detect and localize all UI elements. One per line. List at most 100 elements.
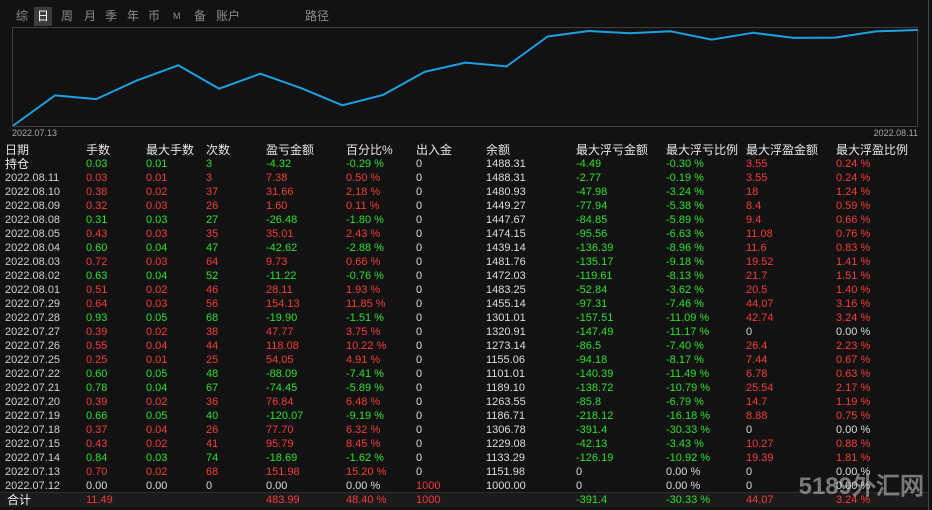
- cell-lots: 0.32: [86, 200, 108, 212]
- table-row[interactable]: 2022.07.12 0.00 0.00 0 0.00 0.00 % 1000 1000.00…: [0, 479, 928, 493]
- cell-trade-count: 47: [206, 242, 219, 254]
- data-point: [177, 64, 180, 67]
- tab-m[interactable]: M: [173, 11, 181, 21]
- cell-lots: 0.03: [86, 172, 108, 184]
- table-row[interactable]: 2022.07.20 0.39 0.02 36 76.84 6.48 % 0 1263.55 -…: [0, 395, 928, 409]
- cell-lots: 0.03: [86, 158, 108, 170]
- cell-lots: 0.43: [86, 438, 108, 450]
- cell-pnl-percent: -7.41 %: [346, 368, 384, 380]
- cell-balance: 1472.03: [486, 270, 526, 282]
- cell-pnl-percent: 0.66 %: [346, 256, 381, 268]
- table-row[interactable]: 持仓 0.03 0.01 3 -4.32 -0.29 % 0 1488.31 -4.49 -0.3…: [0, 157, 928, 171]
- cell-balance: 1481.76: [486, 256, 526, 268]
- tab-year[interactable]: 年: [127, 9, 140, 23]
- table-row[interactable]: 2022.08.11 0.03 0.01 3 7.38 0.50 % 0 1488.31 -2.…: [0, 171, 928, 185]
- cell-lots: 0.55: [86, 340, 108, 352]
- cell-max-floating-loss-percent: -10.79 %: [666, 382, 711, 394]
- cell-max-floating-profit-percent: 0.83 %: [836, 242, 871, 254]
- cell-max-lots: 0.04: [146, 270, 168, 282]
- cell-trade-count: 25: [206, 354, 219, 366]
- cell-max-floating-profit-percent: 1.51 %: [836, 270, 871, 282]
- table-row[interactable]: 2022.07.13 0.70 0.02 68 151.98 15.20 % 0 1151.9…: [0, 465, 928, 479]
- table-row[interactable]: 2022.07.22 0.60 0.05 48 -88.09 -7.41 % 0 1101.0…: [0, 367, 928, 381]
- cell-max-floating-loss-percent: -7.40 %: [666, 340, 704, 352]
- tab-account[interactable]: 账户: [216, 9, 241, 23]
- tab-summary[interactable]: 综: [16, 9, 29, 23]
- table-row[interactable]: 2022.07.14 0.84 0.03 74 -18.69 -1.62 % 0 1133.2…: [0, 451, 928, 465]
- cell-balance: 1439.14: [486, 242, 526, 254]
- row-date: 2022.08.01: [5, 284, 61, 296]
- table-row[interactable]: 2022.07.25 0.25 0.01 25 54.05 4.91 % 0 1155.06 -…: [0, 353, 928, 367]
- tab-quarter[interactable]: 季: [105, 9, 118, 23]
- cell-trade-count: 26: [206, 424, 219, 436]
- cell-balance: 1189.10: [486, 382, 525, 394]
- cell-pnl-percent: 2.18 %: [346, 186, 381, 198]
- cell-balance: 1455.14: [486, 298, 526, 310]
- cell-max-lots: 0.02: [146, 186, 168, 198]
- table-row[interactable]: 2022.07.29 0.64 0.03 56 154.13 11.85 % 0 1455.1…: [0, 297, 928, 311]
- table-row[interactable]: 2022.08.08 0.31 0.03 27 -26.48 -1.80 % 0 1447.6…: [0, 213, 928, 227]
- table-row[interactable]: 2022.07.19 0.66 0.05 40 -120.07 -9.19 % 0 1186.…: [0, 409, 928, 423]
- data-point: [546, 35, 549, 38]
- table-row[interactable]: 2022.07.21 0.78 0.04 67 -74.45 -5.89 % 0 1189.1…: [0, 381, 928, 395]
- cell-max-floating-profit: 44.07: [746, 298, 774, 310]
- cell-pnl-percent: 0.50 %: [346, 172, 381, 184]
- cell-pnl-amount: 7.38: [266, 172, 288, 184]
- cell-max-floating-profit-percent: 1.40 %: [836, 284, 871, 296]
- row-date: 2022.07.21: [5, 382, 61, 394]
- table-row[interactable]: 2022.08.05 0.43 0.03 35 35.01 2.43 % 0 1474.15 -…: [0, 227, 928, 241]
- table-row[interactable]: 2022.07.26 0.55 0.04 44 118.08 10.22 % 0 1273.1…: [0, 339, 928, 353]
- cell-max-floating-loss-percent: -6.63 %: [666, 228, 704, 240]
- cell-deposit-withdrawal: 1000: [416, 480, 441, 492]
- table-row[interactable]: 2022.07.18 0.37 0.04 26 77.70 6.32 % 0 1306.78 -…: [0, 423, 928, 437]
- table-row[interactable]: 2022.07.27 0.39 0.02 38 47.77 3.75 % 0 1320.91 -…: [0, 325, 928, 339]
- table-row[interactable]: 2022.08.03 0.72 0.03 64 9.73 0.66 % 0 1481.76 -1…: [0, 255, 928, 269]
- cell-max-floating-profit-percent: 0.00 %: [836, 326, 871, 338]
- data-point: [341, 104, 344, 107]
- cell-max-floating-profit-percent: 1.19 %: [836, 396, 871, 408]
- cell-pnl-amount: 76.84: [266, 396, 294, 408]
- cell-max-floating-profit-percent: 3.16 %: [836, 298, 871, 310]
- table-row[interactable]: 2022.08.09 0.32 0.03 26 1.60 0.11 % 0 1449.27 -7…: [0, 199, 928, 213]
- cell-lots: 0.39: [86, 326, 108, 338]
- cell-pnl-percent: -5.89 %: [346, 382, 384, 394]
- cell-pnl-amount: 77.70: [266, 424, 294, 436]
- tab-month[interactable]: 月: [84, 9, 97, 23]
- row-date: 2022.07.13: [5, 466, 61, 478]
- table-row[interactable]: 2022.08.01 0.51 0.02 46 28.11 1.93 % 0 1483.25 -…: [0, 283, 928, 297]
- row-date: 2022.08.02: [5, 270, 61, 282]
- header-date: 日期: [5, 143, 30, 157]
- table-total-row[interactable]: 合计 11.49 483.99 48.40 % 1000 -391.4 -30.33 % 4…: [0, 493, 928, 507]
- cell-max-floating-profit-percent: 0.59 %: [836, 200, 871, 212]
- table-row[interactable]: 2022.08.10 0.38 0.02 37 31.66 2.18 % 0 1480.93 -…: [0, 185, 928, 199]
- tab-week[interactable]: 周: [61, 9, 74, 23]
- table-row[interactable]: 2022.07.15 0.43 0.02 41 95.79 8.45 % 0 1229.08 -…: [0, 437, 928, 451]
- row-date: 2022.08.05: [5, 228, 61, 240]
- x-tick-label-end: 2022.08.11: [873, 128, 918, 138]
- cell-max-floating-loss: -2.77: [576, 172, 602, 184]
- cell-trade-count: 46: [206, 284, 219, 296]
- cell-max-floating-loss-percent: -30.33 %: [666, 424, 711, 436]
- tab-path[interactable]: 路径: [305, 9, 330, 23]
- cell-trade-count: 0: [206, 480, 213, 492]
- cell-lots: 0.25: [86, 354, 108, 366]
- data-point: [710, 38, 713, 41]
- cell-max-floating-profit: 44.07: [746, 494, 774, 506]
- cell-trade-count: 56: [206, 298, 219, 310]
- cell-balance: 1449.27: [486, 200, 526, 212]
- cell-max-floating-loss-percent: -30.33 %: [666, 494, 711, 506]
- cell-pnl-amount: -19.90: [266, 312, 298, 324]
- tab-currency[interactable]: 币: [148, 9, 161, 23]
- tab-day[interactable]: 日: [34, 7, 53, 26]
- tab-notes[interactable]: 备: [194, 9, 207, 23]
- cell-pnl-percent: 48.40 %: [346, 494, 387, 506]
- table-row[interactable]: 2022.08.02 0.63 0.04 52 -11.22 -0.76 % 0 1472.0…: [0, 269, 928, 283]
- table-row[interactable]: 2022.07.28 0.93 0.05 68 -19.90 -1.51 % 0 1301.0…: [0, 311, 928, 325]
- cell-trade-count: 68: [206, 312, 219, 324]
- cell-pnl-percent: 2.43 %: [346, 228, 381, 240]
- statistics-table: 日期 手数 最大手数 次数 盈亏金额 百分比% 出入金 余额 最大浮亏金额 最大…: [0, 143, 928, 507]
- table-row[interactable]: 2022.08.04 0.60 0.04 47 -42.62 -2.88 % 0 1439.1…: [0, 241, 928, 255]
- cell-max-floating-loss-percent: -11.49 %: [666, 368, 710, 380]
- cell-lots: 0.39: [86, 396, 108, 408]
- row-date: 2022.07.25: [5, 354, 61, 366]
